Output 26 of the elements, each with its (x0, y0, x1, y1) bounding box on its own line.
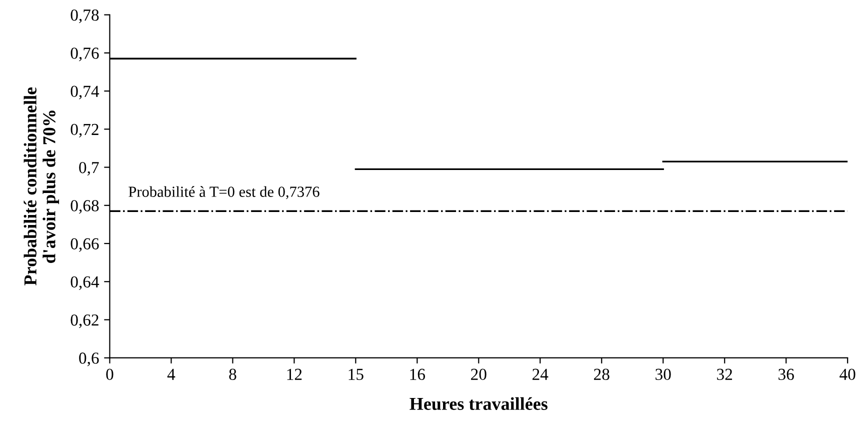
x-tick-label: 4 (167, 368, 176, 380)
x-tick-label: 8 (229, 368, 236, 380)
y-tick-label: 0,6 (79, 352, 99, 366)
y-tick-label: 0,68 (70, 200, 99, 214)
y-tick-label: 0,64 (70, 276, 100, 290)
x-tick-label: 28 (594, 368, 610, 380)
y-tick-label: 0,78 (70, 10, 99, 24)
y-tick-label: 0,72 (70, 124, 98, 138)
x-tick-label: 30 (656, 368, 671, 380)
x-tick-label: 40 (840, 368, 856, 380)
y-tick-label: 0,76 (70, 48, 99, 62)
annotation: Probabilité à T=0 est de 0,7376 (128, 186, 320, 200)
x-axis-title: Heures travaillées (410, 397, 548, 410)
x-tick-label: 36 (778, 368, 794, 380)
x-tick-label: 32 (717, 368, 732, 380)
y-tick-label: 0,74 (70, 86, 100, 100)
y-axis-title: Probabilité conditionnelle d'avoir plus de 70% (24, 87, 60, 286)
x-tick-label: 16 (410, 368, 426, 380)
x-tick-label: 20 (471, 368, 486, 380)
x-tick-label: 0 (106, 368, 114, 380)
x-tick-label: 24 (532, 368, 548, 380)
x-tick-label: 12 (287, 368, 302, 380)
y-tick-label: 0,62 (70, 314, 98, 328)
x-tick-label: 15 (348, 368, 364, 380)
y-tick-label: 0,66 (70, 238, 99, 252)
y-tick-label: 0,7 (79, 162, 99, 176)
